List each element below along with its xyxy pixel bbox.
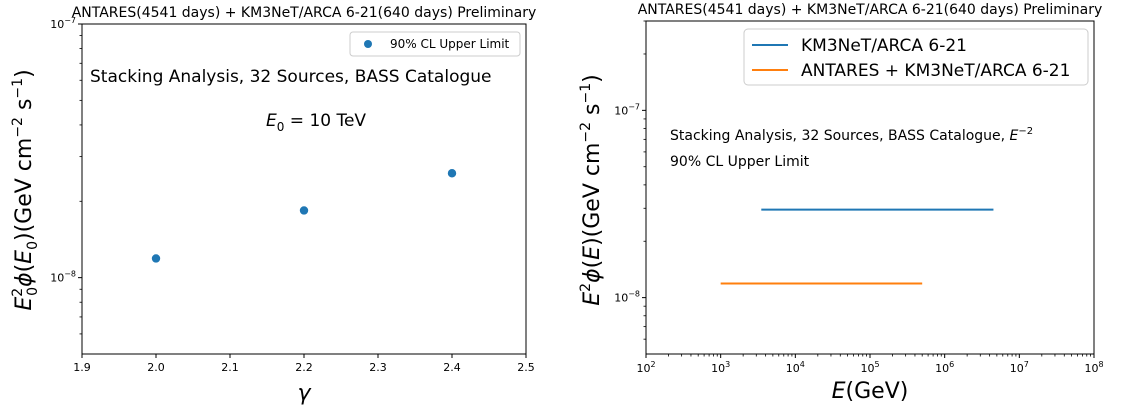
- right-chart-title: ANTARES(4541 days) + KM3NeT/ARCA 6-21(64…: [638, 2, 1103, 18]
- right-x-ticks: 102 103 104 105 106 107 108: [636, 354, 1104, 375]
- data-point: [151, 254, 161, 263]
- left-annotation-energy: E0 = 10 TeV: [266, 111, 366, 134]
- right-legend: KM3NeT/ARCA 6-21 ANTARES + KM3NeT/ARCA 6…: [743, 28, 1089, 86]
- left-chart: ANTARES(4541 days) + KM3NeT/ARCA 6-21(64…: [10, 5, 536, 406]
- right-legend-label-km3net: KM3NeT/ARCA 6-21: [801, 36, 967, 56]
- right-legend-box: [743, 28, 1089, 86]
- left-x-tick-label: 2.1: [221, 361, 239, 374]
- left-y-ticks: 10−8 10−7: [50, 16, 82, 335]
- right-x-tick-label: 104: [786, 360, 805, 375]
- data-point: [447, 169, 457, 178]
- left-legend: 90% CL Upper Limit: [349, 31, 521, 57]
- left-x-tick-label: 1.9: [73, 361, 91, 374]
- right-x-tick-label: 103: [711, 360, 730, 375]
- right-y-tick-label: 10−7: [614, 102, 640, 117]
- left-legend-label: 90% CL Upper Limit: [390, 37, 510, 51]
- left-legend-marker: [364, 40, 372, 48]
- left-x-tick-label: 2.2: [295, 361, 313, 374]
- right-annotation-analysis: Stacking Analysis, 32 Sources, BASS Cata…: [670, 126, 1033, 144]
- left-legend-box: [349, 31, 521, 57]
- left-plot-frame: [81, 23, 527, 355]
- right-chart: ANTARES(4541 days) + KM3NeT/ARCA 6-21(64…: [578, 2, 1104, 404]
- left-chart-title: ANTARES(4541 days) + KM3NeT/ARCA 6-21(64…: [72, 5, 537, 21]
- right-y-ticks: 10−8 10−7: [614, 20, 646, 340]
- right-annotation-cl: 90% CL Upper Limit: [670, 154, 810, 170]
- left-y-tick-label: 10−8: [50, 270, 76, 285]
- right-x-tick-label: 105: [860, 360, 879, 375]
- left-data-points: [151, 169, 457, 263]
- right-x-axis-label: E(GeV): [832, 379, 909, 404]
- left-x-ticks: 1.9 2.0 2.1 2.2 2.3 2.4 2.5: [73, 354, 535, 374]
- left-x-tick-label: 2.3: [369, 361, 387, 374]
- left-y-axis-label: E20ϕ(E0)(GeV cm−2 s−1): [10, 69, 41, 310]
- right-y-tick-label: 10−8: [614, 290, 640, 305]
- left-x-tick-label: 2.4: [443, 361, 461, 374]
- right-x-tick-label: 108: [1084, 360, 1103, 375]
- left-annotation-analysis: Stacking Analysis, 32 Sources, BASS Cata…: [90, 67, 492, 87]
- right-x-tick-label: 106: [935, 360, 954, 375]
- left-x-tick-label: 2.0: [147, 361, 165, 374]
- left-y-tick-label: 10−7: [50, 16, 76, 31]
- right-series-lines: [720, 208, 994, 285]
- left-x-axis-label: γ: [297, 381, 311, 406]
- data-point: [299, 206, 309, 215]
- left-x-tick-label: 2.5: [517, 361, 535, 374]
- right-x-tick-label: 102: [636, 360, 655, 375]
- right-plot-frame: [645, 20, 1095, 355]
- right-y-axis-label: E2ϕ(E)(GeV cm−2 s−1): [578, 74, 605, 306]
- right-x-tick-label: 107: [1010, 360, 1029, 375]
- right-legend-label-combined: ANTARES + KM3NeT/ARCA 6-21: [801, 61, 1070, 81]
